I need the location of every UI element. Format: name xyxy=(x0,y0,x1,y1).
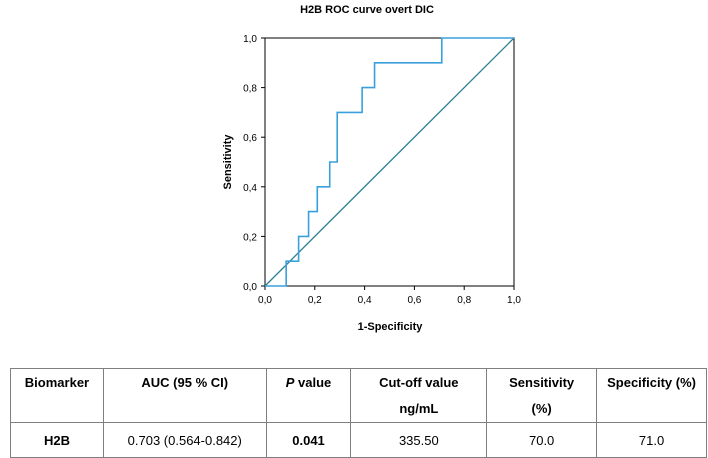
header-cutoff-line2: ng/mL xyxy=(399,401,439,416)
header-biomarker-label: Biomarker xyxy=(24,375,90,390)
header-specificity: Specificity (%) xyxy=(596,368,707,423)
results-table-container: Biomarker AUC (95 % CI) P value Cut-off … xyxy=(10,368,707,458)
header-biomarker: Biomarker xyxy=(10,368,104,423)
roc-chart: H2B ROC curve overt DIC 0,0 0,2 0,4 0,6 0,8 1… xyxy=(222,4,521,333)
y-tick-label: 0,8 xyxy=(243,84,257,95)
x-tick-label: 0,4 xyxy=(358,295,372,306)
x-tick-label: 0,8 xyxy=(457,295,471,306)
chart-title: H2B ROC curve overt DIC xyxy=(300,4,434,16)
header-cutoff: Cut-off value ng/mL xyxy=(350,368,488,423)
header-p-italic: P xyxy=(285,375,295,390)
x-axis-label: 1-Specificity xyxy=(358,321,424,333)
y-tick-label: 0,6 xyxy=(243,133,257,144)
y-tick-label: 0,2 xyxy=(243,232,257,243)
y-axis-label: Sensitivity xyxy=(222,134,234,190)
y-tick-label: 0,4 xyxy=(243,183,257,194)
header-auc: AUC (95 % CI) xyxy=(102,368,267,423)
roc-chart-svg: H2B ROC curve overt DIC 0,0 0,2 0,4 0,6 0,8 1… xyxy=(222,4,521,333)
cell-specificity: 71.0 xyxy=(596,422,707,458)
header-p-value: P value xyxy=(265,368,352,423)
header-sensitivity-line1: Sensitivity xyxy=(509,375,575,390)
cell-cutoff: 335.50 xyxy=(350,422,488,458)
table-row: H2B 0.703 (0.564-0.842) 0.041 335.50 70.… xyxy=(10,422,707,458)
table-header-row: Biomarker AUC (95 % CI) P value Cut-off … xyxy=(10,368,707,423)
x-tick-label: 0,2 xyxy=(308,295,322,306)
header-auc-label: AUC (95 % CI) xyxy=(141,375,229,390)
cell-sensitivity: 70.0 xyxy=(486,422,598,458)
x-axis-ticks: 0,0 0,2 0,4 0,6 0,8 1,0 xyxy=(258,286,521,306)
x-tick-label: 0,0 xyxy=(258,295,272,306)
plot-frame xyxy=(264,37,515,287)
x-tick-label: 0,6 xyxy=(407,295,421,306)
header-cutoff-line1: Cut-off value xyxy=(379,375,459,390)
roc-curve-line xyxy=(265,37,514,287)
cell-auc: 0.703 (0.564-0.842) xyxy=(102,422,267,458)
cell-biomarker: H2B xyxy=(10,422,104,458)
header-p-rest: value xyxy=(294,375,332,390)
header-sensitivity-line2: (%) xyxy=(531,401,552,416)
y-tick-label: 1,0 xyxy=(243,34,257,45)
y-tick-label: 0,0 xyxy=(243,282,257,293)
header-sensitivity: Sensitivity (%) xyxy=(486,368,598,423)
reference-line xyxy=(264,37,515,287)
cell-p-value: 0.041 xyxy=(265,422,352,458)
x-tick-label: 1,0 xyxy=(507,295,521,306)
header-specificity-label: Specificity (%) xyxy=(607,375,696,390)
y-axis-ticks: 0,0 0,2 0,4 0,6 0,8 1,0 xyxy=(243,34,265,293)
results-table: Biomarker AUC (95 % CI) P value Cut-off … xyxy=(10,368,707,458)
